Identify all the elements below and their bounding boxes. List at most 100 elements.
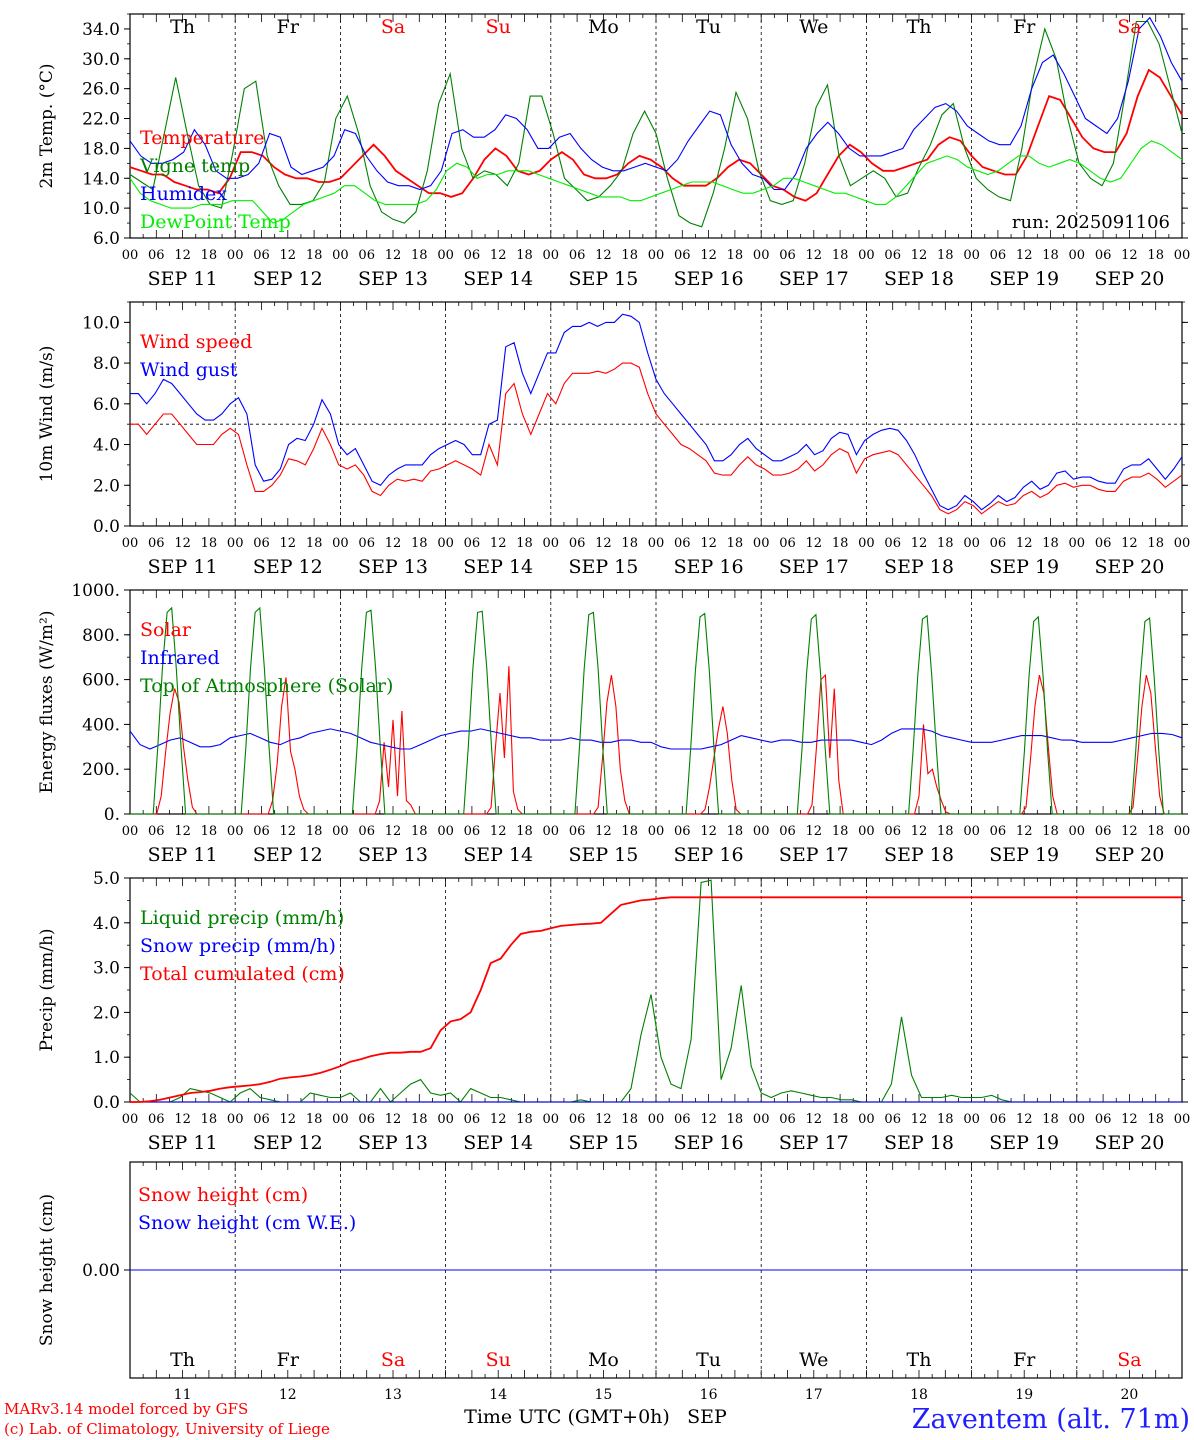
date-label: SEP 12	[253, 268, 323, 290]
hour-label: 00	[1069, 824, 1086, 839]
hour-label: 00	[437, 536, 454, 551]
date-label: SEP 17	[779, 268, 849, 290]
date-label: SEP 19	[989, 844, 1059, 866]
hour-label: 12	[595, 1112, 612, 1127]
y-tick-label: 14.0	[82, 169, 120, 189]
hour-label: 06	[990, 1112, 1007, 1127]
panel-2: 10.0 8.0 6.0 4.0 2.0 0.0 10m Wind (m/s) Wind sp…	[37, 301, 1190, 578]
hour-label: 18	[621, 248, 638, 263]
hour-label: 00	[332, 824, 349, 839]
hour-label: 12	[490, 536, 507, 551]
hour-label: 18	[516, 824, 533, 839]
hour-label: 18	[832, 536, 849, 551]
day-number-label: 11	[174, 1387, 192, 1403]
hour-label: 06	[779, 824, 796, 839]
date-label: SEP 12	[253, 1132, 323, 1154]
credit-line-2: (c) Lab. of Climatology, University of L…	[4, 1420, 330, 1438]
hour-label: 12	[174, 824, 191, 839]
hour-label: 18	[1042, 1112, 1059, 1127]
day-name-label: Fr	[1013, 1349, 1036, 1371]
hour-label: 18	[727, 536, 744, 551]
hour-label: 12	[806, 824, 823, 839]
date-label: SEP 18	[884, 268, 954, 290]
hour-label: 00	[437, 1112, 454, 1127]
hour-label: 06	[1095, 536, 1112, 551]
panel-3: 1000. 800. 600. 400. 200. 0. Energy fluxes (W/…	[37, 581, 1190, 866]
hour-label: 12	[806, 536, 823, 551]
hour-label: 12	[385, 1112, 402, 1127]
y-tick-label: 4.0	[93, 436, 120, 456]
day-number-label: 19	[1015, 1387, 1033, 1403]
day-name-label: Sa	[381, 1349, 405, 1371]
y-tick-label: 5.0	[93, 869, 120, 889]
legend-entry: Total cumulated (cm)	[140, 963, 345, 985]
y-tick-label: 18.0	[82, 139, 120, 159]
hour-label: 12	[806, 1112, 823, 1127]
hour-label: 12	[700, 248, 717, 263]
y-tick-label: 0.0	[93, 517, 120, 537]
hour-label: 06	[253, 824, 270, 839]
series-line-liquid-precip-mm-h	[129, 879, 1182, 1103]
legend-entry: Infrared	[140, 647, 220, 669]
day-name-label: Th	[907, 16, 932, 38]
y-tick-label: 22.0	[82, 110, 120, 130]
hour-label: 06	[569, 248, 586, 263]
hour-label: 18	[937, 536, 954, 551]
y-tick-label: 6.0	[93, 395, 120, 415]
credit-line-1: MARv3.14 model forced by GFS	[4, 1400, 248, 1418]
day-name-label: Mo	[588, 16, 619, 38]
hour-label: 12	[490, 248, 507, 263]
hour-label: 18	[621, 1112, 638, 1127]
day-name-label: Tu	[696, 1349, 721, 1371]
hour-label: 00	[437, 248, 454, 263]
date-label: SEP 13	[358, 268, 428, 290]
hour-label: 12	[280, 1112, 297, 1127]
date-label: SEP 13	[358, 1132, 428, 1154]
legend-entry: Temperature	[140, 127, 264, 149]
hour-label: 12	[280, 248, 297, 263]
hour-label: 12	[700, 536, 717, 551]
hour-label: 18	[727, 824, 744, 839]
y-axis-label: 10m Wind (m/s)	[37, 346, 57, 483]
hour-label: 12	[1016, 536, 1033, 551]
hour-label: 00	[753, 536, 770, 551]
hour-label: 18	[1147, 536, 1164, 551]
y-tick-label: 800.	[82, 626, 120, 646]
hour-label: 18	[1042, 536, 1059, 551]
date-label: SEP 17	[779, 1132, 849, 1154]
hour-label: 00	[648, 248, 665, 263]
hour-label: 12	[280, 536, 297, 551]
series-line-humidex	[129, 16, 1183, 191]
y-tick-label: 400.	[82, 715, 120, 735]
hour-label: 12	[280, 824, 297, 839]
hour-label: 12	[174, 248, 191, 263]
legend-entry: Wind speed	[140, 331, 252, 353]
hour-label: 18	[516, 1112, 533, 1127]
legend-entry: Snow height (cm)	[138, 1184, 308, 1206]
hour-ticks	[129, 1162, 1183, 1378]
hour-label: 00	[122, 1112, 139, 1127]
day-number-label: 13	[384, 1387, 402, 1403]
hour-label: 18	[1147, 824, 1164, 839]
hour-label: 06	[148, 824, 165, 839]
hour-label: 06	[569, 536, 586, 551]
date-label: SEP 13	[358, 844, 428, 866]
legend-entry: Humidex	[140, 183, 227, 205]
hour-label: 12	[1016, 824, 1033, 839]
hour-label: 00	[1174, 248, 1191, 263]
hour-label: 06	[1095, 1112, 1112, 1127]
hour-label: 18	[306, 248, 323, 263]
date-label: SEP 18	[884, 556, 954, 578]
hour-label: 06	[990, 536, 1007, 551]
date-label: SEP 12	[253, 556, 323, 578]
hour-label: 12	[911, 536, 928, 551]
hour-label: 06	[253, 248, 270, 263]
day-name-label: We	[799, 16, 828, 38]
hour-label: 12	[806, 248, 823, 263]
y-tick-label: 2.0	[93, 1003, 120, 1023]
hour-label: 12	[595, 248, 612, 263]
hour-label: 06	[253, 536, 270, 551]
legend-entry: Snow height (cm W.E.)	[138, 1212, 356, 1234]
series-line-wind-speed	[130, 362, 1183, 515]
date-label: SEP 19	[989, 268, 1059, 290]
